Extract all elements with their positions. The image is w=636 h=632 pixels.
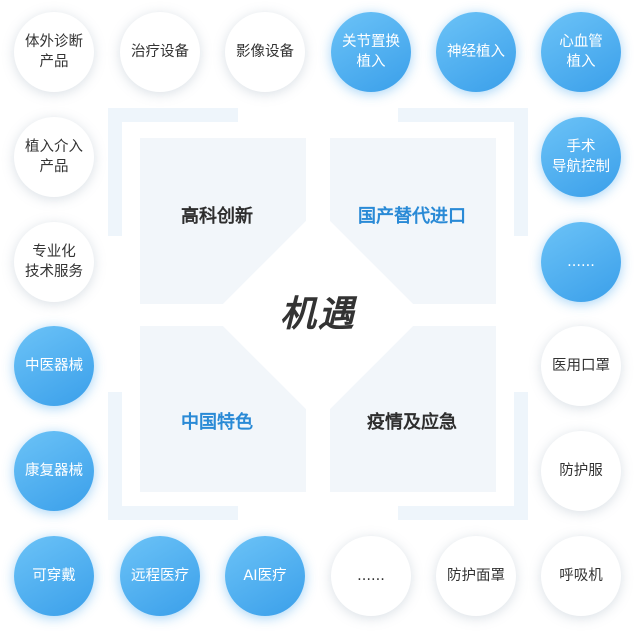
item-face-shield: 防护面罩: [436, 536, 516, 616]
quadrant-label-innovation: 高科创新: [181, 206, 253, 227]
quadrant-label-epidemic-emergency: 疫情及应急: [367, 412, 457, 433]
item-interventional-products: 植入介入 产品: [14, 117, 94, 197]
item-cardiovascular-implant: 心血管 植入: [541, 12, 621, 92]
frame-bottom-right-v: [514, 392, 528, 520]
quadrant-label-import-substitution: 国产替代进口: [358, 206, 466, 227]
item-more-bottom: ......: [331, 536, 411, 616]
frame-top-left-h: [108, 108, 238, 122]
item-surgical-navigation: 手术 导航控制: [541, 117, 621, 197]
item-rehab-devices: 康复器械: [14, 431, 94, 511]
frame-top-right-v: [514, 108, 528, 236]
item-ai-medical: AI医疗: [225, 536, 305, 616]
quadrant-label-chinese-characteristics: 中国特色: [181, 412, 253, 433]
frame-bottom-right-h: [398, 506, 528, 520]
item-more-right: ......: [541, 222, 621, 302]
frame-top-right-h: [398, 108, 528, 122]
center-title: 机遇: [279, 294, 356, 335]
item-treatment-equipment: 治疗设备: [120, 12, 200, 92]
item-tcm-devices: 中医器械: [14, 326, 94, 406]
frame-bottom-left-h: [108, 506, 238, 520]
item-neural-implant: 神经植入: [436, 12, 516, 92]
item-ventilator: 呼吸机: [541, 536, 621, 616]
item-wearable: 可穿戴: [14, 536, 94, 616]
frame-bottom-left-v: [108, 392, 122, 520]
item-ivd-products: 体外诊断 产品: [14, 12, 94, 92]
item-professional-services: 专业化 技术服务: [14, 222, 94, 302]
item-joint-replacement: 关节置换 植入: [331, 12, 411, 92]
item-medical-mask: 医用口罩: [541, 326, 621, 406]
item-telemedicine: 远程医疗: [120, 536, 200, 616]
frame-top-left-v: [108, 108, 122, 236]
item-protective-suit: 防护服: [541, 431, 621, 511]
item-imaging-equipment: 影像设备: [225, 12, 305, 92]
